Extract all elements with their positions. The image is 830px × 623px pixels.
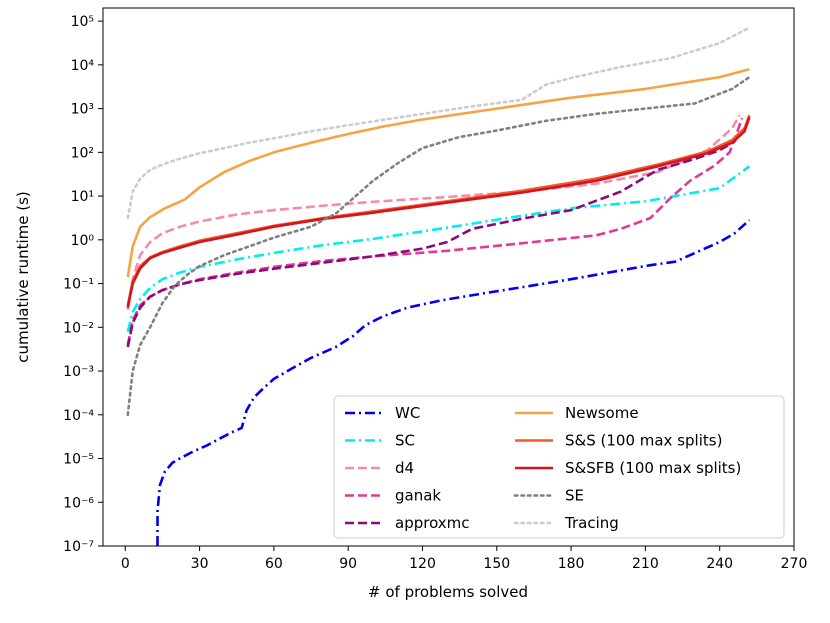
y-tick-label: 10⁴ <box>71 58 95 74</box>
x-tick-label: 150 <box>483 556 510 572</box>
y-tick-label: 10⁵ <box>71 14 94 30</box>
series-line-ganak <box>126 117 744 346</box>
legend-label: Tracing <box>564 514 619 532</box>
y-tick-label: 10⁻⁴ <box>63 408 94 424</box>
y-tick-label: 10³ <box>71 102 94 118</box>
legend: WC SC d4 ganak approxmc Newsome S&S (100 max s… <box>333 395 785 539</box>
legend-label: S&S (100 max splits) <box>565 432 722 450</box>
x-tick-label: 60 <box>265 556 283 572</box>
y-tick-label: 10⁰ <box>71 233 95 249</box>
series-line-s-sfb-100-max-splits <box>126 116 751 308</box>
legend-box <box>333 395 785 539</box>
legend-label: approxmc <box>395 514 470 532</box>
plot-area <box>126 26 751 546</box>
y-tick-label: 10¹ <box>71 189 94 205</box>
x-axis-label: # of problems solved <box>368 583 528 601</box>
y-tick-label: 10⁻² <box>63 320 94 336</box>
legend-label: S&SFB (100 max splits) <box>565 459 741 477</box>
series-line-wc <box>156 219 751 546</box>
series-line-approxmc <box>126 132 741 348</box>
series-layer <box>126 26 751 546</box>
x-tick-label: 0 <box>121 556 130 572</box>
plot-frame <box>102 7 795 547</box>
x-tick-label: 180 <box>558 556 585 572</box>
y-tick-label: 10² <box>71 145 94 161</box>
legend-label: Newsome <box>565 404 639 422</box>
series-line-newsome <box>126 67 750 278</box>
legend-label: SE <box>565 487 584 505</box>
series-line-sc <box>126 165 751 333</box>
legend-label: SC <box>395 432 415 450</box>
y-tick-label: 10⁻⁷ <box>63 539 94 555</box>
x-tick-label: 210 <box>632 556 659 572</box>
y-axis-ticks: 10⁻⁷ 10⁻⁶ 10⁻⁵ 10⁻⁴ 10⁻³ 10⁻² 10⁻¹ 10⁰ 10¹ 10² 10³… <box>63 14 103 555</box>
y-tick-label: 10⁻⁶ <box>63 495 94 511</box>
y-tick-label: 10⁻¹ <box>63 277 94 293</box>
legend-label: d4 <box>395 459 414 477</box>
x-tick-label: 270 <box>781 556 808 572</box>
series-line-se <box>126 75 751 417</box>
y-axis-label: cumulative runtime (s) <box>14 191 32 363</box>
series-line-tracing <box>126 26 751 220</box>
x-axis-ticks: 0 30 60 90 120 150 180 210 240 270 <box>121 546 808 572</box>
x-tick-label: 240 <box>706 556 733 572</box>
series-line-d4 <box>126 114 741 311</box>
x-tick-label: 30 <box>191 556 209 572</box>
legend-label: WC <box>395 404 420 422</box>
y-tick-label: 10⁻³ <box>63 364 94 380</box>
legend-label: ganak <box>395 487 441 505</box>
y-tick-label: 10⁻⁵ <box>63 452 94 468</box>
x-tick-label: 120 <box>409 556 436 572</box>
x-tick-label: 90 <box>339 556 357 572</box>
